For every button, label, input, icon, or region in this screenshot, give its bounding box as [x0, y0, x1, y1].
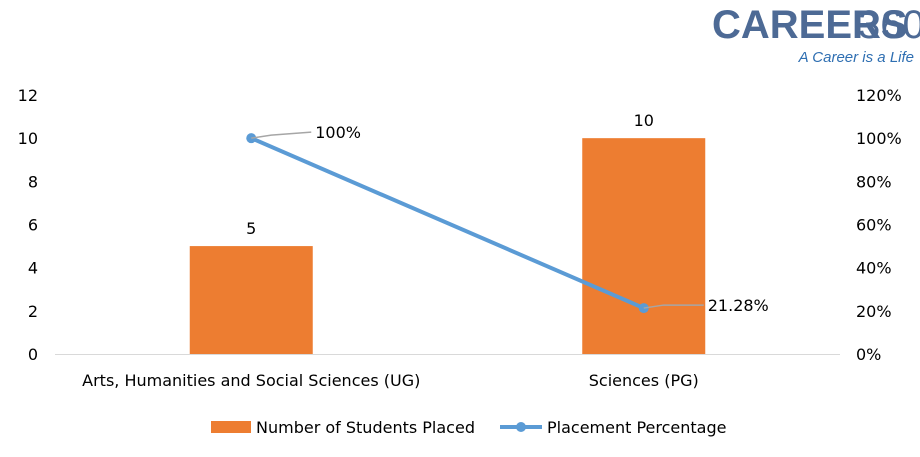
data-label-leader-line: [251, 131, 312, 139]
y2-axis-tick-label: 60%: [856, 216, 892, 235]
line-data-label: 100%: [315, 123, 361, 142]
y2-axis-tick-label: 120%: [856, 86, 902, 105]
y-axis-tick-label: 4: [28, 259, 38, 278]
data-label-leader-line: [643, 304, 704, 309]
placement-percentage-line: [249, 136, 646, 311]
legend-swatch-bar: [211, 421, 251, 433]
legend: Number of Students Placed Placement Perce…: [211, 418, 726, 437]
y-axis-tick-label: 8: [28, 172, 38, 191]
x-axis-category-label: Sciences (PG): [589, 371, 699, 390]
line-data-label: 21.28%: [708, 296, 769, 315]
legend-swatch-marker: [516, 422, 526, 432]
y2-axis-tick-label: 40%: [856, 259, 892, 278]
y2-axis-tick-label: 100%: [856, 129, 902, 148]
logo-brand: CAREERS: [712, 3, 908, 47]
y-axis-tick-label: 10: [18, 129, 38, 148]
logo-tagline: A Career is a Life: [798, 49, 914, 66]
y2-axis-tick-label: 80%: [856, 172, 892, 191]
y2-axis-tick-label: 0%: [856, 345, 881, 364]
x-axis-category-label: Arts, Humanities and Social Sciences (UG…: [82, 371, 420, 390]
bar: [189, 246, 313, 354]
plot-area: 0246810120%20%40%60%80%100%120%510Arts, …: [18, 86, 902, 390]
bar-data-label: 10: [634, 111, 654, 130]
bar: [582, 138, 706, 354]
legend-label-bar: Number of Students Placed: [256, 418, 475, 437]
y-axis-tick-label: 0: [28, 345, 38, 364]
y2-axis-tick-label: 20%: [856, 302, 892, 321]
y-axis-tick-label: 6: [28, 216, 38, 235]
y-axis-tick-label: 2: [28, 302, 38, 321]
legend-label-line: Placement Percentage: [547, 418, 726, 437]
y-axis-tick-label: 12: [18, 86, 38, 105]
bar-data-label: 5: [246, 219, 256, 238]
careers360-logo: CAREERS 360 A Career is a Life: [712, 3, 920, 66]
logo-number: 360: [858, 3, 920, 47]
